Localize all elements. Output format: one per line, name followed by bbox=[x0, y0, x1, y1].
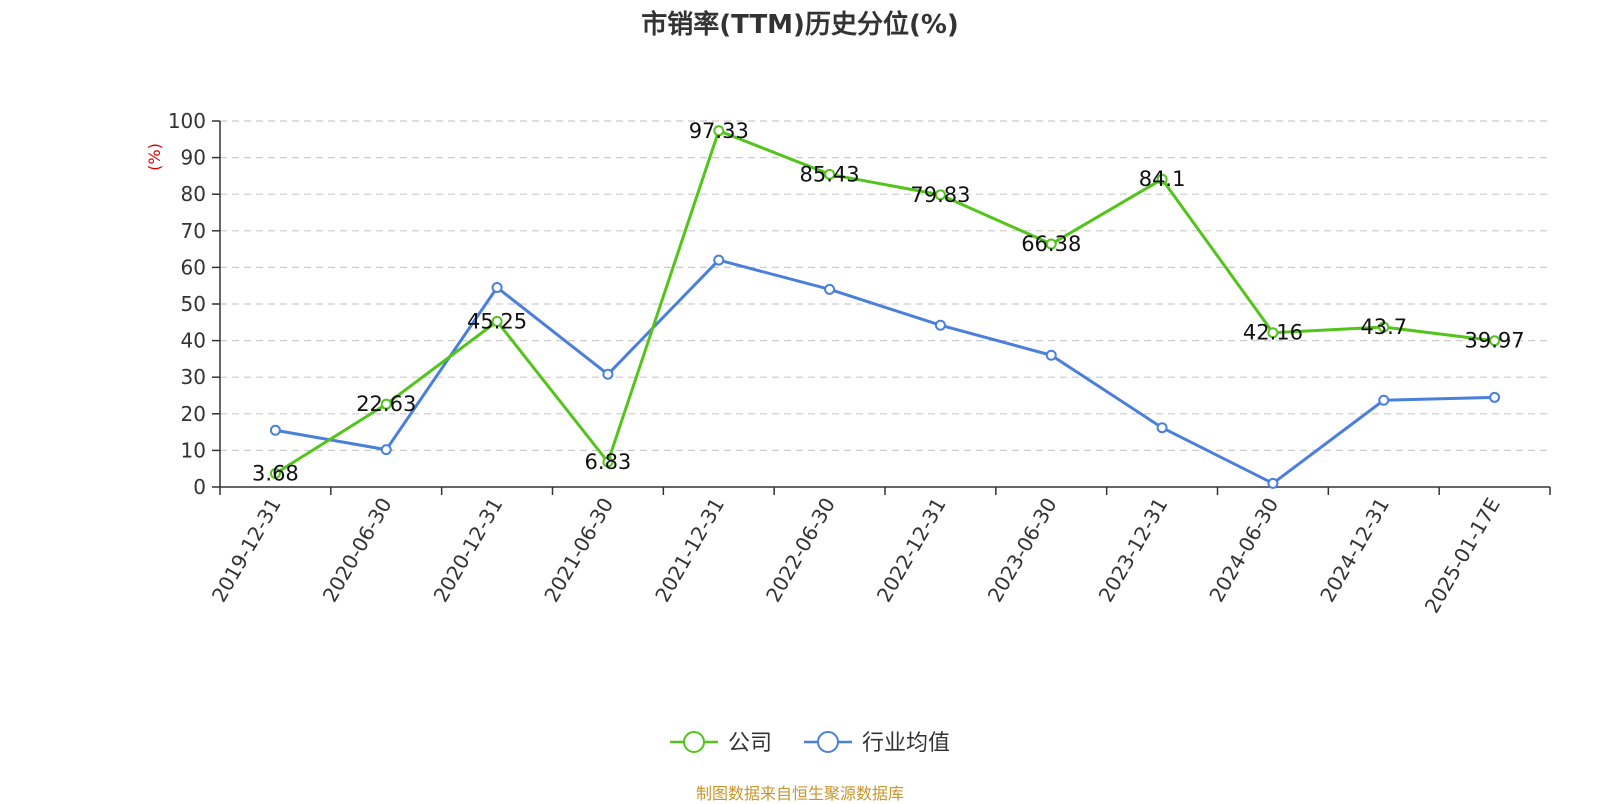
x-tick-label: 2021-12-31 bbox=[650, 494, 729, 607]
series-line bbox=[274, 129, 1495, 475]
data-label: 39.97 bbox=[1465, 329, 1525, 353]
data-point bbox=[713, 125, 725, 137]
y-tick-label: 80 bbox=[181, 182, 206, 206]
data-label: 3.68 bbox=[252, 462, 299, 486]
legend-circle-icon bbox=[683, 731, 705, 753]
y-tick-label: 40 bbox=[181, 329, 206, 353]
data-label: 6.83 bbox=[585, 450, 632, 474]
series-industry-average bbox=[269, 254, 1501, 489]
data-point bbox=[269, 424, 281, 436]
data-point bbox=[1045, 349, 1057, 361]
legend-label: 公司 bbox=[728, 731, 772, 756]
data-point bbox=[1378, 394, 1390, 406]
y-tick-label: 100 bbox=[168, 109, 206, 133]
x-tick-label: 2022-12-31 bbox=[872, 494, 951, 607]
data-point bbox=[1489, 391, 1501, 403]
x-tick-label: 2021-06-30 bbox=[539, 494, 618, 607]
data-point bbox=[1378, 321, 1390, 333]
data-point bbox=[491, 282, 503, 294]
series-layer bbox=[269, 125, 1501, 489]
data-point bbox=[1267, 477, 1279, 489]
data-point bbox=[1045, 238, 1057, 250]
data-label: 43.7 bbox=[1360, 315, 1407, 339]
data-point bbox=[713, 254, 725, 266]
x-tick-label: 2020-12-31 bbox=[429, 494, 508, 607]
data-point bbox=[934, 189, 946, 201]
series-company bbox=[269, 125, 1501, 480]
y-tick-label: 0 bbox=[193, 475, 206, 499]
data-point bbox=[491, 315, 503, 327]
data-point bbox=[380, 398, 392, 410]
data-point bbox=[824, 168, 836, 180]
source-note: 制图数据来自恒生聚源数据库 bbox=[695, 784, 904, 803]
y-tick-label: 60 bbox=[181, 255, 206, 279]
chart-title: 市销率(TTM)历史分位(%) bbox=[641, 10, 959, 40]
data-label: 79.83 bbox=[910, 183, 970, 207]
series-line bbox=[275, 258, 1495, 485]
x-tick-label: 2023-12-31 bbox=[1094, 494, 1173, 607]
legend-label: 行业均值 bbox=[862, 731, 950, 756]
data-label: 84.1 bbox=[1139, 167, 1186, 191]
data-point bbox=[602, 368, 614, 380]
legend-item-company[interactable]: 公司 bbox=[670, 731, 772, 756]
x-tick-label: 2022-06-30 bbox=[761, 494, 840, 607]
x-tick-label: 2025-01-17E bbox=[1420, 494, 1505, 618]
y-tick-label: 50 bbox=[181, 292, 206, 316]
x-tick-label: 2023-06-30 bbox=[983, 494, 1062, 607]
data-label: 42.16 bbox=[1243, 321, 1303, 345]
data-label: 97.33 bbox=[689, 119, 749, 143]
y-tick-label: 30 bbox=[181, 365, 206, 389]
x-tick-label: 2024-06-30 bbox=[1204, 494, 1283, 607]
data-point bbox=[1156, 173, 1168, 185]
data-point bbox=[824, 283, 836, 295]
data-point bbox=[380, 444, 392, 456]
y-tick-label: 20 bbox=[181, 402, 206, 426]
data-label: 85.43 bbox=[800, 162, 860, 186]
data-point bbox=[934, 319, 946, 331]
y-tick-label: 90 bbox=[181, 146, 206, 170]
data-point bbox=[1156, 422, 1168, 434]
data-label: 66.38 bbox=[1021, 232, 1081, 256]
y-axis-title: (%) bbox=[145, 143, 164, 171]
y-tick-label: 70 bbox=[181, 219, 206, 243]
data-labels: 3.68 22.63 45.25 6.83 97.33 85.43 79.83 66.38 84… bbox=[252, 119, 1525, 486]
y-tick-label: 10 bbox=[181, 438, 206, 462]
x-tick-label: 2020-06-30 bbox=[318, 494, 397, 607]
data-label: 22.63 bbox=[356, 392, 416, 416]
legend-item-industry-average[interactable]: 行业均值 bbox=[804, 731, 950, 756]
legend[interactable]: 公司 行业均值 bbox=[670, 731, 950, 756]
legend-circle-icon bbox=[817, 731, 839, 753]
data-point bbox=[269, 468, 281, 480]
data-point bbox=[602, 456, 614, 468]
data-label: 45.25 bbox=[467, 309, 527, 333]
data-point bbox=[1267, 327, 1279, 339]
data-point bbox=[1489, 335, 1501, 347]
x-tick-label: 2019-12-31 bbox=[207, 494, 286, 607]
x-tick-label: 2024-12-31 bbox=[1315, 494, 1394, 607]
grid-lines bbox=[220, 120, 1550, 451]
